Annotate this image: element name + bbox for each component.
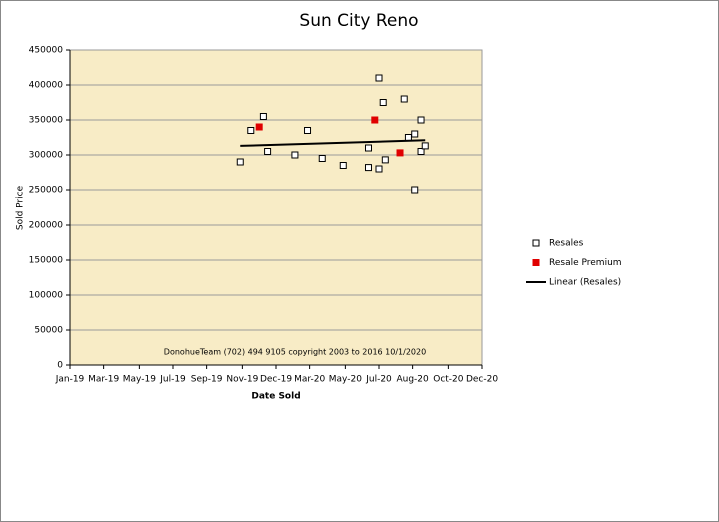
point [259,113,267,120]
point [236,158,244,166]
x-tick-label: Aug-20 [396,375,429,385]
point [318,155,326,162]
point [411,186,419,194]
y-tick-label: 250000 [29,186,64,196]
legend-label: Resales [549,239,584,249]
point [411,130,419,138]
x-tick-label: Jan-19 [55,375,85,385]
point [379,99,387,106]
x-tick-label: May-20 [329,375,362,385]
legend-label: Resale Premium [549,258,622,268]
point [396,149,404,157]
y-axis-title: Sold Price [16,185,26,230]
point [291,151,299,159]
x-tick-label: Dec-19 [260,375,292,385]
x-tick-label: Mar-20 [294,375,325,385]
plot-area [69,49,483,366]
x-tick-label: Jul-19 [159,375,186,385]
chart-title: Sun City Reno [299,11,418,31]
y-tick-label: 200000 [29,221,64,231]
y-tick-label: 350000 [29,116,64,126]
point [247,127,255,134]
x-tick-label: Mar-19 [88,375,119,385]
x-tick-label: Oct-20 [433,375,464,385]
point [417,148,425,155]
x-tick-label: May-19 [123,375,156,385]
y-tick-label: 150000 [29,256,64,266]
x-tick-label: Nov-19 [226,375,258,385]
legend-label: Linear (Resales) [549,278,621,288]
point [304,127,312,134]
x-tick-label: Sep-19 [191,375,223,385]
legend-swatch [532,259,540,266]
point [421,142,429,150]
y-tick-label: 400000 [29,81,64,91]
point [375,165,383,173]
point [264,148,272,155]
point [375,74,383,82]
point [381,156,389,164]
y-tick-label: 100000 [29,291,64,301]
y-tick-label: 50000 [34,326,63,336]
point [255,123,263,131]
x-tick-label: Dec-20 [466,375,498,385]
point [371,116,379,124]
y-tick-label: 0 [57,361,63,371]
y-tick-label: 450000 [29,46,64,56]
point [364,164,372,172]
point [404,134,412,141]
point [364,144,372,152]
x-axis-title: Date Sold [251,392,300,402]
x-tick-label: Jul-20 [365,375,392,385]
point [417,116,425,124]
legend-swatch [532,239,540,247]
point [400,95,408,103]
annotation: DonohueTeam (702) 494 9105 copyright 200… [164,348,426,357]
point [339,162,347,169]
trend-line [240,139,426,147]
y-tick-label: 300000 [29,151,64,161]
